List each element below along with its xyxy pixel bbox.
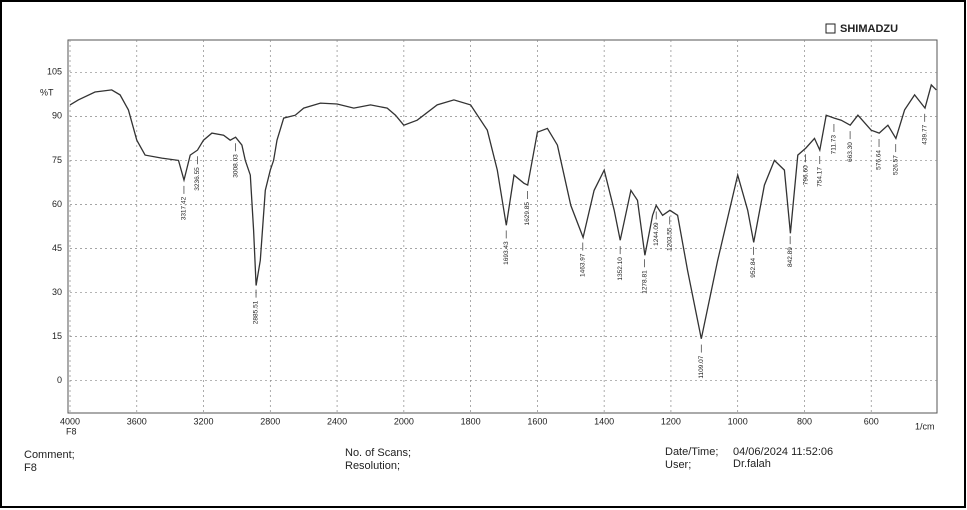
peak-label: 1109.07	[698, 355, 705, 378]
x-tick-label: 3200	[194, 416, 214, 426]
user-label: User;	[665, 459, 691, 471]
peak-label: 1463.97	[580, 253, 587, 277]
x-tick-label: 2000	[394, 416, 414, 426]
peak-label: 663.30	[847, 142, 854, 162]
resolution-label: Resolution;	[345, 460, 400, 472]
spectrum-line	[69, 83, 937, 339]
x-tick-label: 3600	[127, 416, 147, 426]
x-tick-label: 1600	[527, 416, 547, 426]
x-tick-label: 2800	[260, 416, 280, 426]
x-start-note: F8	[66, 426, 77, 436]
x-tick-label: 800	[797, 416, 812, 426]
datetime-label: Date/Time;	[665, 446, 718, 458]
y-tick-label: 30	[52, 287, 62, 297]
x-tick-label: 600	[864, 416, 879, 426]
y-axis-label: %T	[40, 87, 54, 97]
peak-label: 754.17	[817, 167, 824, 187]
peak-label: 1352.10	[617, 257, 624, 281]
peak-label: 1278.81	[641, 270, 648, 294]
y-tick-label: 0	[57, 375, 62, 385]
comment-label: Comment;	[24, 449, 75, 461]
x-tick-label: 2400	[327, 416, 347, 426]
peak-label: 3236.55	[194, 167, 201, 191]
peak-label: 1629.85	[524, 202, 531, 226]
plot-frame	[67, 39, 938, 414]
x-tick-label: 1200	[661, 416, 681, 426]
datetime: 04/06/2024 11:52:06	[733, 446, 833, 458]
comment: F8	[24, 462, 37, 474]
x-tick-label: 1800	[461, 416, 481, 426]
x-tick-label: 1000	[728, 416, 748, 426]
peak-label: 526.57	[892, 155, 899, 175]
peak-label: 2885.51	[253, 300, 260, 324]
peak-label: 711.73	[831, 135, 838, 155]
y-tick-label: 75	[52, 155, 62, 165]
peak-label: 1244.09	[653, 222, 660, 246]
brand-logo	[825, 23, 836, 34]
peak-label: 3317.42	[181, 196, 188, 220]
y-tick-label: 15	[52, 331, 62, 341]
y-tick-label: 90	[52, 111, 62, 121]
x-axis-label: 1/cm	[915, 421, 935, 431]
peak-label: 952.84	[750, 258, 757, 278]
peak-label: 796.60	[802, 165, 809, 185]
x-tick-label: 4000	[60, 416, 80, 426]
y-tick-label: 60	[52, 199, 62, 209]
peak-label: 842.89	[787, 247, 794, 267]
peak-label: 1693.43	[503, 241, 510, 265]
peak-label: 576.64	[876, 150, 883, 170]
brand: SHIMADZU	[840, 23, 898, 35]
user: Dr.falah	[733, 458, 771, 470]
y-tick-label: 45	[52, 243, 62, 253]
peak-label: 439.77	[921, 124, 928, 144]
y-tick-label: 105	[47, 67, 62, 77]
peak-label: 3008.03	[232, 154, 239, 178]
scans-label: No. of Scans;	[345, 447, 411, 459]
peak-label: 1203.55	[666, 227, 673, 251]
x-tick-label: 1400	[594, 416, 614, 426]
